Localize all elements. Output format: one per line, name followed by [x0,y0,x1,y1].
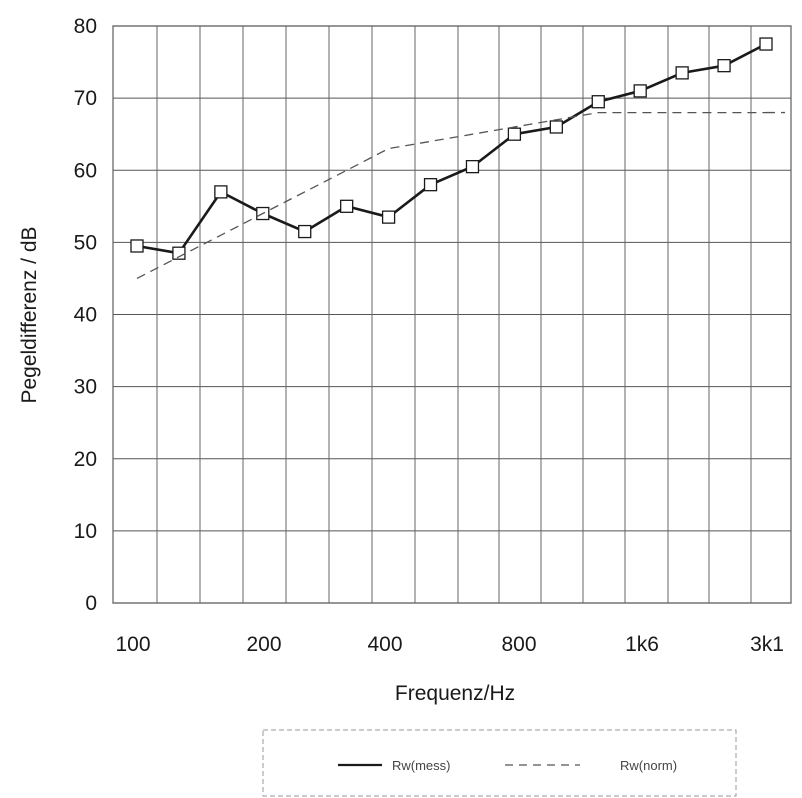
x-tick-label: 100 [115,633,150,656]
data-point-marker [549,120,563,134]
y-axis-title: Pegeldifferenz / dB [18,226,41,403]
data-point-marker [423,178,438,192]
y-tick-label: 40 [74,304,97,327]
x-tick-label: 200 [246,633,281,656]
y-tick-label: 0 [85,592,97,615]
legend-label-rw-mess: Rw(mess) [392,758,451,773]
legend-label-rw-norm: Rw(norm) [620,758,677,773]
x-tick-labels: 100 200 400 800 1k6 3k1 [115,633,783,656]
y-tick-label: 20 [74,448,97,471]
x-tick-label: 3k1 [750,633,784,656]
y-tick-label: 60 [74,159,97,182]
y-tick-labels: 0 10 20 30 40 50 60 70 80 [74,15,97,615]
data-point-marker [465,159,480,174]
data-point-marker [675,66,689,80]
y-tick-label: 70 [74,87,97,110]
x-tick-label: 1k6 [625,633,659,656]
x-axis-title: Frequenz/Hz [395,682,515,705]
data-point-marker [759,37,773,51]
data-point-marker [633,84,647,98]
y-tick-label: 50 [74,231,97,254]
data-point-marker [214,185,228,199]
grid-lines [112,25,792,604]
x-tick-label: 400 [367,633,402,656]
data-point-marker [717,59,731,73]
data-point-marker [340,199,354,213]
data-point-marker [130,239,144,253]
series-line-rw-mess [136,42,767,255]
data-point-marker [591,95,605,109]
series-line-rw-norm [136,111,766,279]
y-tick-label: 80 [74,15,97,38]
y-tick-label: 30 [74,376,97,399]
legend-box [262,729,737,797]
y-tick-label: 10 [74,520,97,543]
data-point-marker [172,246,186,260]
data-point-marker [298,224,312,239]
x-tick-label: 800 [501,633,536,656]
data-point-marker [507,127,522,141]
legend: Rw(mess) Rw(norm) [262,729,737,797]
series-layer [130,37,785,279]
data-point-marker [381,210,396,224]
